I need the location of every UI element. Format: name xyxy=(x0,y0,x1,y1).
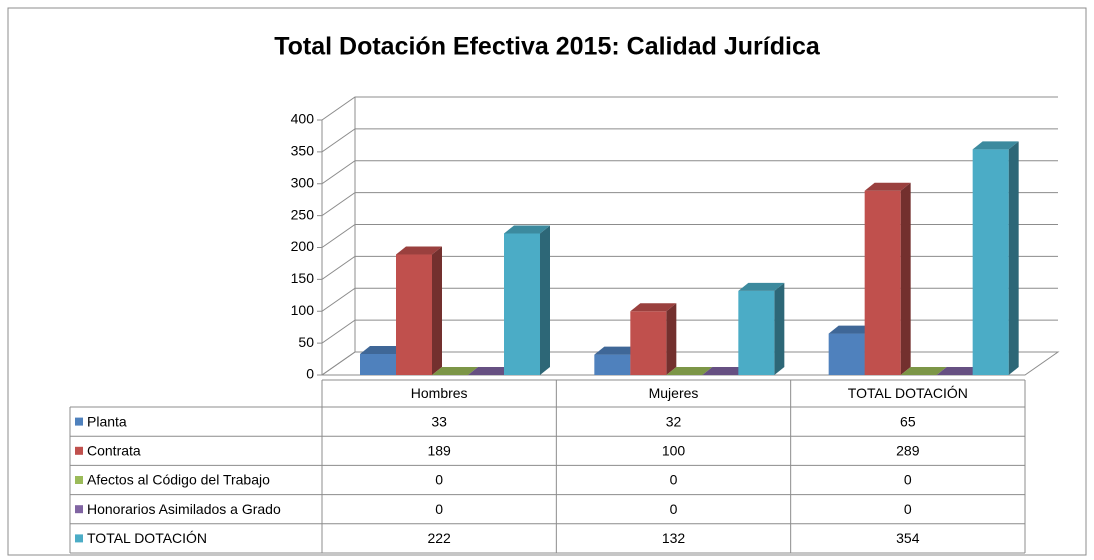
data-label: 32 xyxy=(666,413,682,429)
bar-face xyxy=(360,345,406,354)
legend-label: Planta xyxy=(87,413,127,429)
grid-line xyxy=(317,192,1058,217)
legend-label: Afectos al Código del Trabajo xyxy=(87,472,270,488)
bar xyxy=(828,325,875,375)
bar-face xyxy=(666,367,713,375)
bar-face xyxy=(828,325,875,334)
bar-face xyxy=(504,225,550,234)
data-label: 354 xyxy=(896,530,920,546)
data-label: 189 xyxy=(427,443,451,459)
bar xyxy=(468,367,514,375)
data-label: 0 xyxy=(435,501,443,517)
data-label: 0 xyxy=(670,501,678,517)
data-label: 222 xyxy=(427,530,451,546)
x-tick-label: Hombres xyxy=(411,385,468,401)
x-tick-label: TOTAL DOTACIÓN xyxy=(848,385,968,401)
legend-swatch xyxy=(75,446,83,455)
legend-swatch xyxy=(75,505,83,514)
y-tick-label: 50 xyxy=(298,334,314,350)
bar-face xyxy=(630,303,677,312)
bar-face xyxy=(828,333,865,375)
grid-line xyxy=(317,255,1058,280)
legend-swatch xyxy=(75,417,83,426)
data-label: 0 xyxy=(904,501,912,517)
bar-face xyxy=(432,246,442,375)
y-tick-label: 100 xyxy=(291,302,315,318)
bar-face xyxy=(738,290,775,375)
grid-line xyxy=(317,319,1058,344)
legend-swatch xyxy=(75,534,83,543)
data-label: 132 xyxy=(662,530,686,546)
legend-label: Honorarios Asimilados a Grado xyxy=(87,501,281,517)
y-tick-label: 200 xyxy=(291,238,315,254)
bar-face xyxy=(774,282,785,375)
bar xyxy=(396,246,442,375)
bar-face xyxy=(972,141,1019,150)
grid-line xyxy=(317,96,1058,121)
bar-face xyxy=(504,233,540,375)
bar-face xyxy=(900,367,947,375)
data-label: 289 xyxy=(896,443,920,459)
bar-face xyxy=(396,254,432,375)
data-label: 33 xyxy=(431,413,447,429)
bar-face xyxy=(738,282,785,291)
y-tick-label: 300 xyxy=(291,174,315,190)
bar-face xyxy=(1008,141,1019,375)
y-tick-label: 0 xyxy=(306,366,314,382)
bar-face xyxy=(936,367,983,375)
bar-face xyxy=(432,367,478,375)
bar xyxy=(666,367,713,375)
grid-line xyxy=(317,224,1058,248)
data-label: 65 xyxy=(900,413,916,429)
bar-face xyxy=(360,353,396,375)
bar-face xyxy=(666,303,677,375)
bar xyxy=(864,182,911,375)
bar-face xyxy=(540,225,550,375)
bar xyxy=(702,367,749,375)
bar xyxy=(972,141,1019,375)
bar xyxy=(738,282,785,375)
data-label: 100 xyxy=(662,443,686,459)
grid-line xyxy=(317,287,1058,312)
y-tick-label: 250 xyxy=(291,206,315,222)
bar-face xyxy=(900,182,911,375)
bar xyxy=(504,225,550,375)
grid-line xyxy=(317,128,1058,153)
bar-face xyxy=(630,311,667,375)
y-tick-label: 400 xyxy=(291,111,315,127)
data-label: 0 xyxy=(904,472,912,488)
bar xyxy=(936,367,983,375)
legend-label: Contrata xyxy=(87,443,141,459)
y-tick-label: 350 xyxy=(291,143,315,159)
bar xyxy=(900,367,947,375)
legend-swatch xyxy=(75,476,83,484)
bar-face xyxy=(396,246,442,255)
legend-label: TOTAL DOTACIÓN xyxy=(87,530,207,546)
data-label: 0 xyxy=(670,472,678,488)
bar xyxy=(432,367,478,375)
data-label: 0 xyxy=(435,472,443,488)
bar-face xyxy=(594,354,631,375)
bar-face xyxy=(864,182,911,191)
bar-face xyxy=(702,367,749,375)
grid-line xyxy=(317,160,1058,185)
bar-face xyxy=(468,367,514,375)
x-tick-label: Mujeres xyxy=(649,385,699,401)
grid-line xyxy=(317,351,1058,376)
bar xyxy=(630,303,677,375)
chart-title: Total Dotación Efectiva 2015: Calidad Ju… xyxy=(274,33,821,61)
bar-face xyxy=(972,149,1009,375)
y-tick-label: 150 xyxy=(291,270,315,286)
bar-face xyxy=(864,190,901,375)
bar-face xyxy=(594,346,641,355)
